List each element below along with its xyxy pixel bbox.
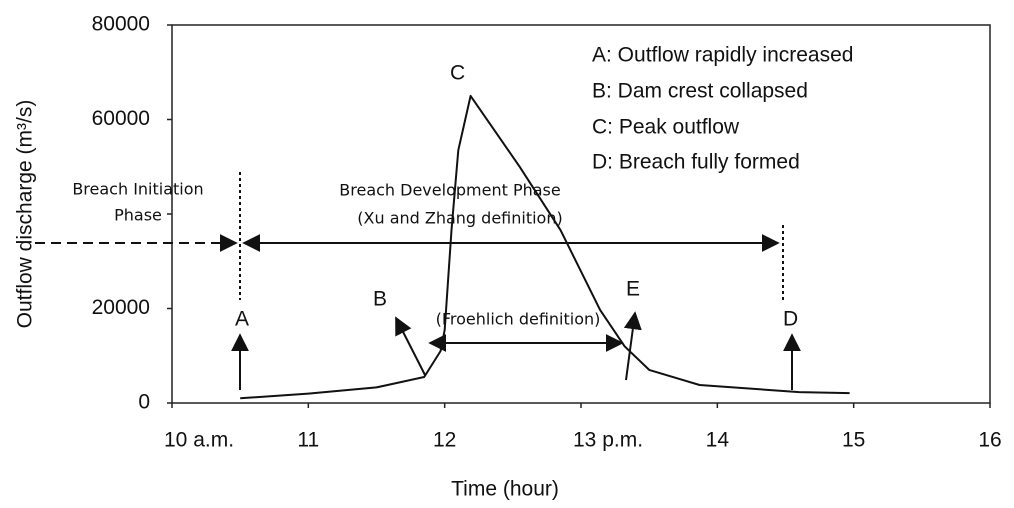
x-tick-label: 16	[978, 429, 1001, 452]
phase-label: Breach Development Phase	[339, 181, 560, 200]
phase-label: Breach Initiation	[72, 180, 203, 199]
x-tick-label: 11	[297, 429, 319, 452]
phase-label: (Froehlich definition)	[436, 310, 601, 329]
phase-label: Phase	[114, 206, 162, 225]
point-label: D	[783, 308, 798, 331]
x-tick-label: 15	[842, 429, 865, 452]
legend-note: A: Outflow rapidly increased	[592, 44, 853, 67]
y-axis-title: Outflow discharge (m³/s)	[14, 100, 37, 329]
x-axis-title: Time (hour)	[451, 478, 559, 501]
data-line	[240, 94, 850, 400]
arrow	[623, 311, 642, 381]
point-label: C	[450, 62, 465, 85]
x-tick-label: 14	[706, 429, 730, 452]
y-tick-label: 20000	[92, 296, 150, 319]
legend-note: D: Breach fully formed	[592, 151, 800, 174]
y-tick-label: 60000	[92, 107, 150, 130]
point-label: A	[235, 308, 249, 331]
y-tick-label: 0	[138, 391, 150, 414]
x-tick-label: 10 a.m.	[164, 429, 234, 452]
x-tick-label: 13 p.m.	[573, 429, 643, 452]
point-label: B	[373, 288, 387, 311]
plot-frame	[171, 24, 991, 404]
y-tick-label: 80000	[92, 13, 150, 36]
x-tick-label: 12	[433, 429, 456, 452]
arrow	[395, 316, 426, 376]
point-label: E	[626, 278, 640, 301]
phase-label: (Xu and Zhang definition)	[357, 209, 562, 228]
legend-note: C: Peak outflow	[592, 116, 740, 139]
legend-note: B: Dam crest collapsed	[592, 80, 808, 103]
